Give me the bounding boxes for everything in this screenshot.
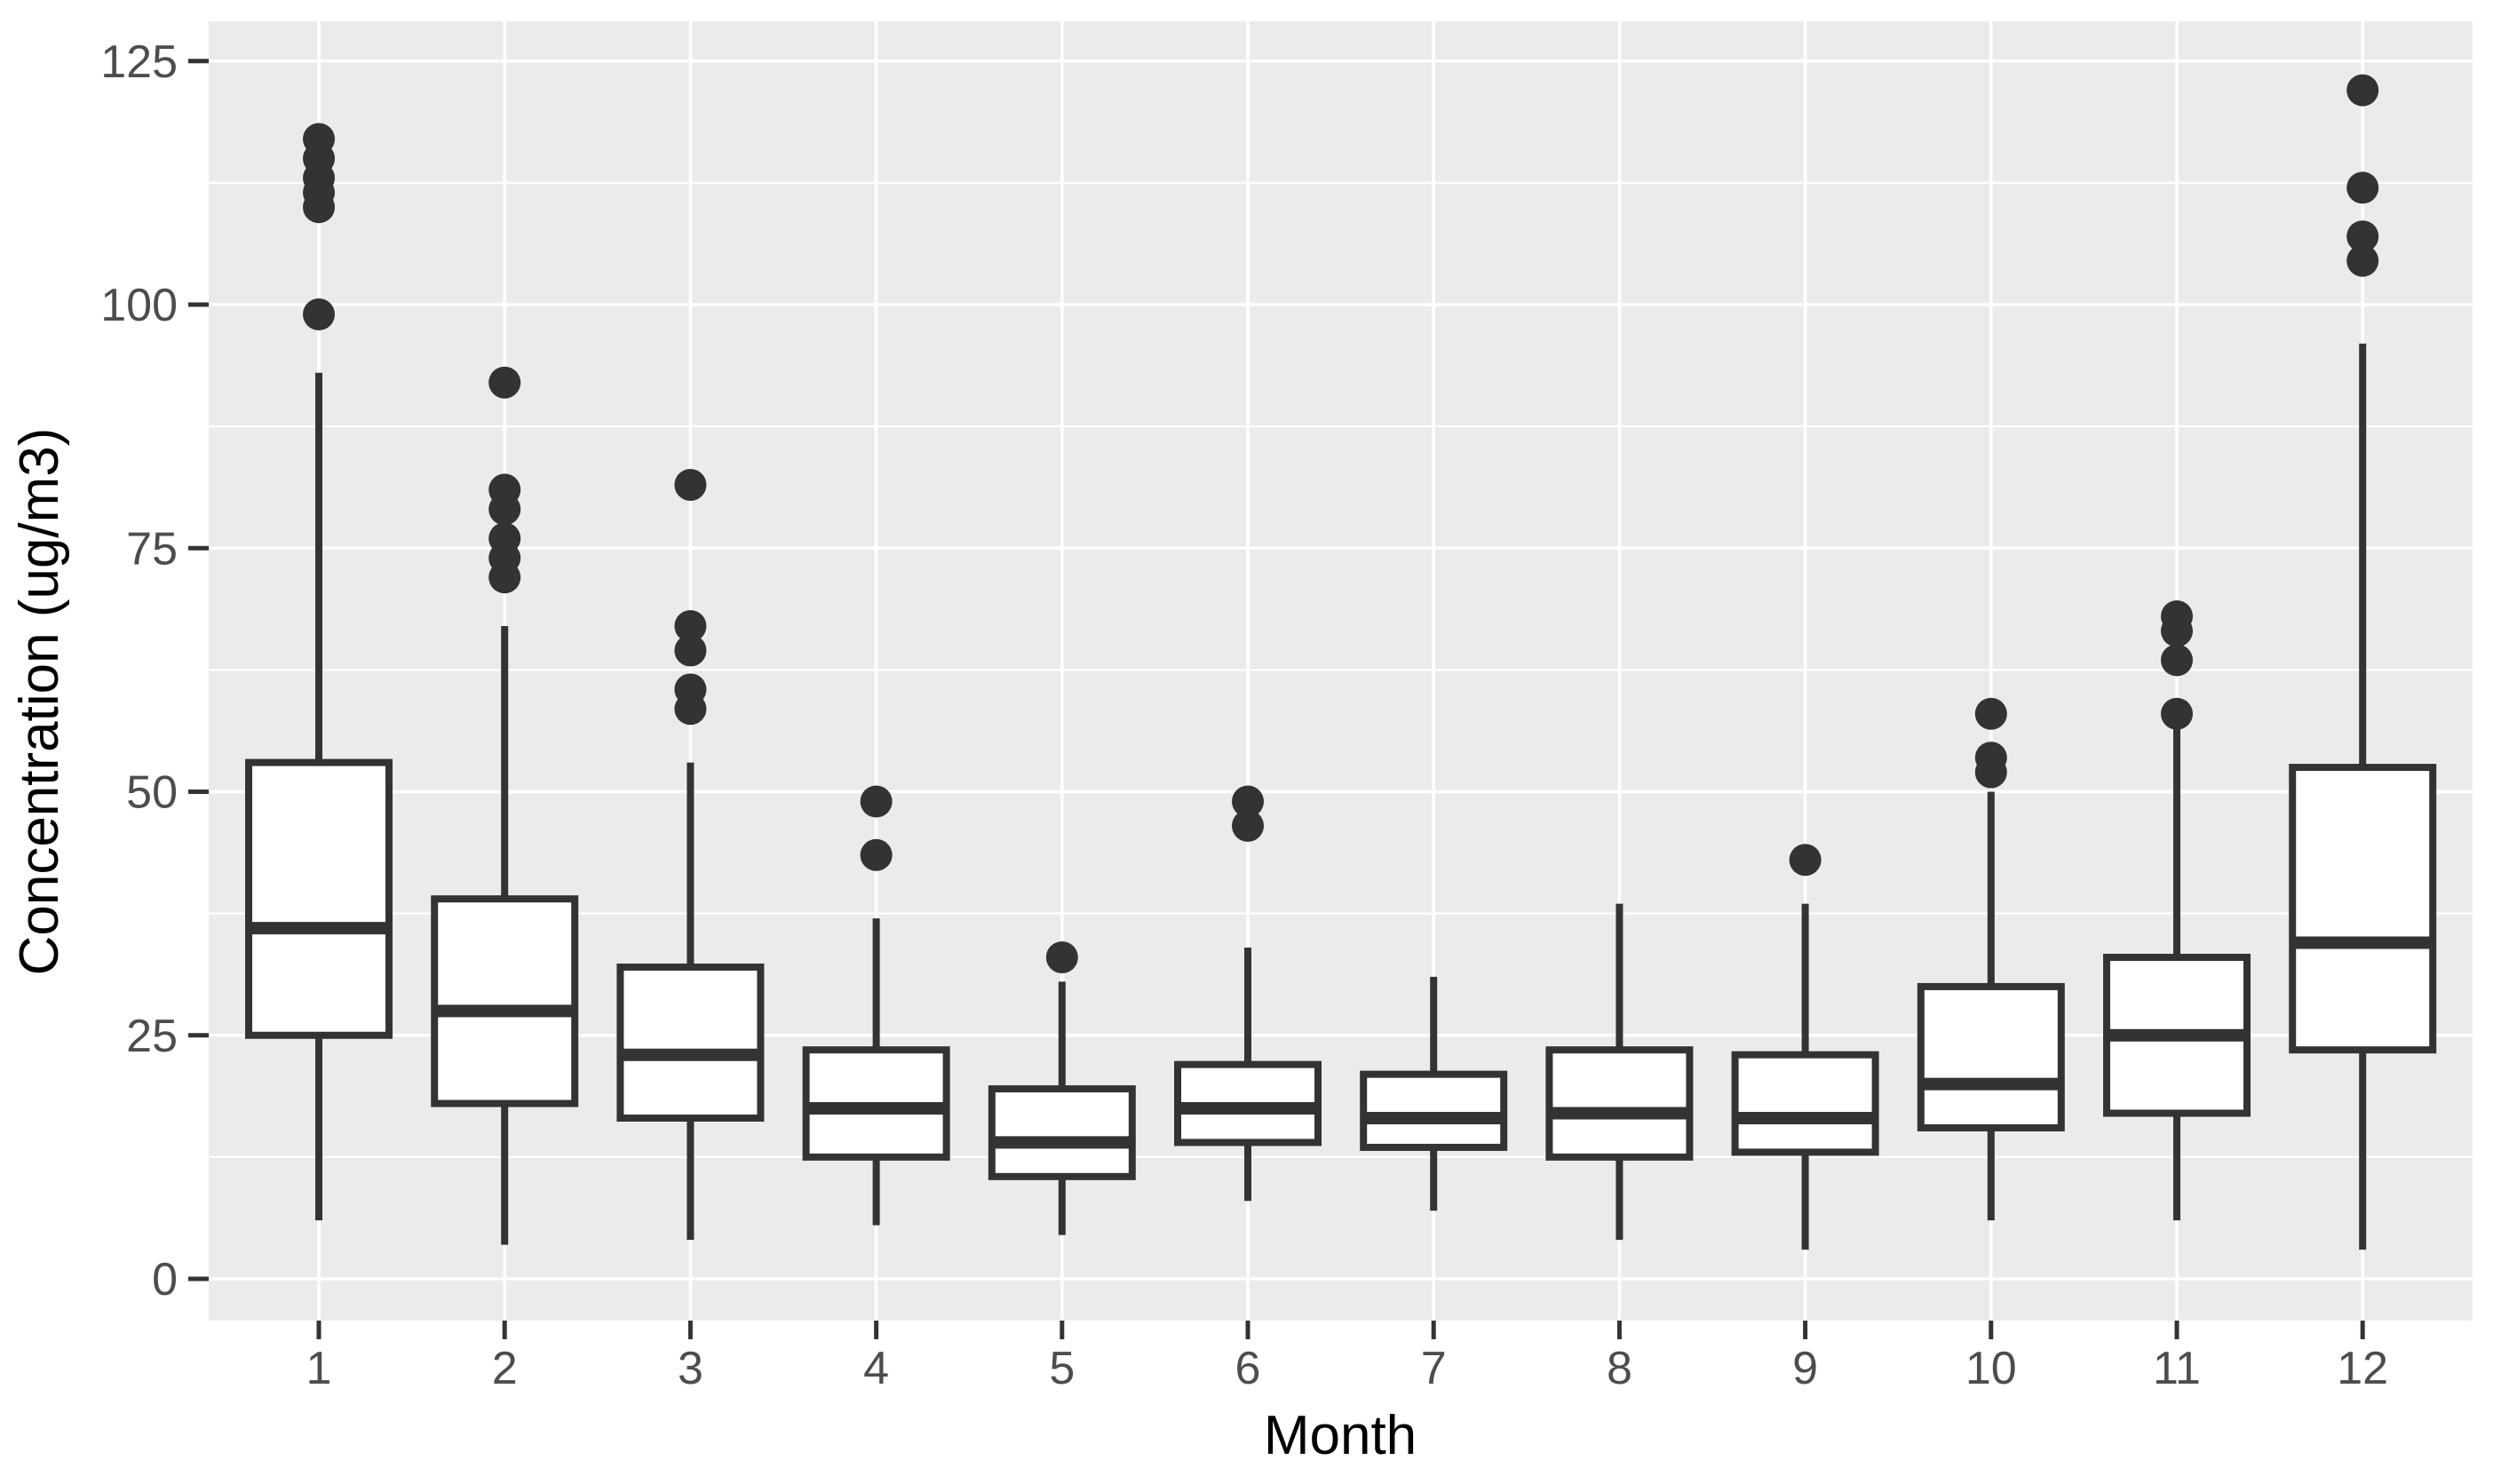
outlier-dot (1974, 697, 2007, 730)
y-tick-label: 25 (126, 1011, 178, 1062)
outlier-dot (860, 838, 893, 871)
box-month-7 (1360, 976, 1508, 1211)
box-month-11 (2103, 600, 2251, 1221)
x-tick-label: 2 (492, 1343, 518, 1394)
y-axis-title: Concentration (ug/m3) (9, 428, 70, 976)
minor-gridlines (209, 181, 2473, 1158)
outlier-dot (488, 366, 521, 399)
outlier-dot (674, 610, 707, 643)
box-month-6 (1174, 785, 1322, 1202)
x-tick-label: 10 (1965, 1343, 2017, 1394)
axis-tick-marks (188, 59, 2365, 1339)
outlier-dot (2346, 220, 2379, 253)
outlier-dot (2346, 244, 2379, 277)
outlier-dot (674, 634, 707, 667)
iqr-box (988, 1085, 1136, 1180)
iqr-box (2289, 764, 2437, 1054)
y-tick-label: 75 (126, 523, 178, 575)
iqr-box (431, 895, 579, 1107)
y-tick-label: 125 (100, 36, 178, 88)
iqr-box (1360, 1070, 1508, 1151)
box-month-3 (616, 468, 765, 1241)
x-tick-label: 9 (1792, 1343, 1818, 1394)
x-tick-label: 3 (678, 1343, 703, 1394)
outlier-dot (2161, 697, 2193, 730)
iqr-box (1731, 1051, 1879, 1156)
x-tick-label: 4 (863, 1343, 889, 1394)
outlier-dot (2161, 600, 2193, 633)
outlier-dot (1232, 785, 1264, 818)
y-tick-label: 100 (100, 280, 178, 331)
outlier-dot (1789, 844, 1822, 877)
x-tick-label: 1 (306, 1343, 332, 1394)
box-month-1 (245, 123, 393, 1221)
x-tick-label: 7 (1421, 1343, 1447, 1394)
outlier-dot (2161, 644, 2193, 677)
plot-panel (209, 21, 2473, 1321)
outlier-dot (2346, 74, 2379, 107)
box-month-9 (1731, 844, 1879, 1250)
x-tick-label: 11 (2153, 1343, 2201, 1394)
outlier-dot (1232, 809, 1264, 842)
box-month-10 (1917, 697, 2065, 1221)
iqr-box (245, 758, 393, 1039)
x-tick-label: 12 (2337, 1343, 2388, 1394)
outlier-dot (674, 468, 707, 501)
outlier-dot (674, 673, 707, 706)
outlier-dot (1045, 940, 1078, 973)
iqr-box (1917, 982, 2065, 1131)
outlier-dot (303, 123, 335, 155)
x-tick-label: 5 (1049, 1343, 1075, 1394)
box-month-4 (802, 785, 950, 1226)
box-month-8 (1545, 903, 1694, 1241)
y-tick-label: 0 (152, 1254, 178, 1305)
y-tick-label: 50 (126, 767, 178, 819)
x-tick-label: 6 (1235, 1343, 1261, 1394)
outlier-dot (2346, 171, 2379, 204)
outlier-dot (1974, 742, 2007, 774)
outlier-dot (488, 522, 521, 555)
iqr-box (1545, 1046, 1694, 1161)
box-month-12 (2289, 74, 2437, 1250)
outlier-dot (488, 473, 521, 506)
outlier-dot (303, 298, 335, 330)
box-month-2 (431, 366, 579, 1245)
iqr-box (616, 963, 765, 1122)
x-axis-title: Month (1264, 1405, 1417, 1466)
outlier-dot (860, 785, 893, 818)
x-tick-label: 8 (1607, 1343, 1632, 1394)
boxplot-series (245, 74, 2437, 1250)
box-month-5 (988, 940, 1136, 1235)
